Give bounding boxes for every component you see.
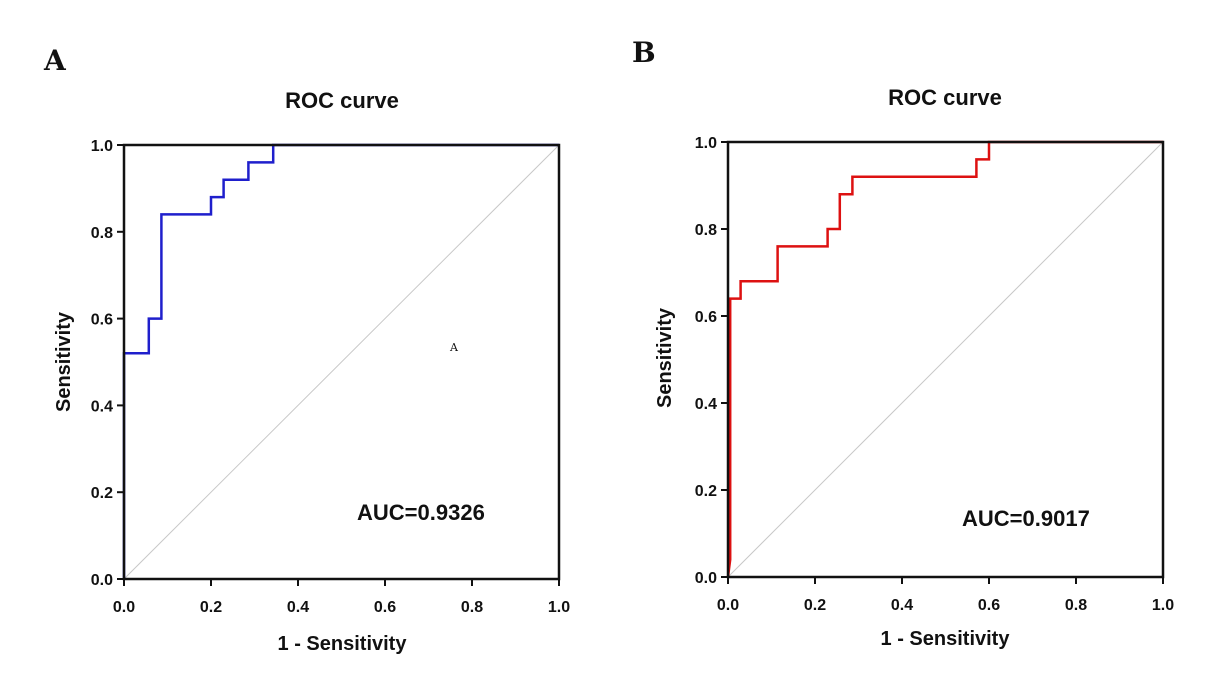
chart-title-a: ROC curve [285,88,399,113]
panel-label-a: A [43,44,67,77]
x-tick-label-a: 0.4 [287,599,309,616]
x-tick-label-a: 1.0 [548,599,570,616]
y-tick-label-a: 0.4 [91,398,113,415]
y-tick-label-b: 0.2 [695,483,717,500]
x-tick-label-a: 0.2 [200,599,222,616]
y-tick-label-b: 1.0 [695,135,717,152]
x-tick-label-a: 0.8 [461,599,483,616]
x-tick-label-b: 1.0 [1152,597,1174,614]
reference-diagonal-b [727,141,1164,578]
y-tick-label-b: 0.6 [695,309,717,326]
plot-area-b: 0.0 0.2 0.4 0.6 0.8 1.0 0.0 0.2 0.4 0.6 0.8 1.0 [695,135,1174,614]
auc-annotation-b: AUC=0.9017 [962,506,1090,531]
plot-area-a: 0.0 0.2 0.4 0.6 0.8 1.0 0.0 0.2 0.4 0.6 0.8 1.0 [91,138,570,616]
roc-curve-a [122,143,559,579]
panel-b: B ROC curve 0.0 0.2 0.4 0.6 0.8 1.00.00.20.40… [632,36,1174,650]
stray-mark-a: A [449,341,459,354]
y-tick-label-a: 1.0 [91,138,113,155]
plot-frame-b [726,140,1165,579]
chart-title-b: ROC curve [888,85,1002,110]
y-tick-label-b: 0.0 [695,570,717,587]
auc-annotation-a: AUC=0.9326 [357,500,485,525]
y-tick-label-a: 0.2 [91,485,113,502]
roc-curve-b [726,140,1163,578]
x-tick-label-b: 0.4 [891,597,913,614]
y-tick-label-a: 0.0 [91,572,113,589]
x-tick-label-b: 0.8 [1065,597,1087,614]
y-tick-label-a: 0.6 [91,312,113,329]
x-tick-label-a: 0.6 [374,599,396,616]
reference-diagonal-a [123,144,560,580]
panel-a: A ROC curve 0.0 0.2 0.4 0.6 0.8 1.00.00.20.40… [43,44,570,655]
y-axis-label-b: Sensitivity [654,307,676,408]
x-tick-label-a: 0.0 [113,599,135,616]
x-tick-label-b: 0.0 [717,597,739,614]
x-axis-label-b: 1 - Sensitivity [881,628,1011,650]
x-axis-label-a: 1 - Sensitivity [278,633,408,655]
y-tick-label-b: 0.8 [695,222,717,239]
y-axis-label-a: Sensitivity [53,311,75,412]
y-tick-label-b: 0.4 [695,396,717,413]
plot-frame-a [122,143,561,581]
x-tick-label-b: 0.6 [978,597,1000,614]
y-tick-label-a: 0.8 [91,225,113,242]
panel-label-b: B [632,36,656,69]
x-tick-label-b: 0.2 [804,597,826,614]
